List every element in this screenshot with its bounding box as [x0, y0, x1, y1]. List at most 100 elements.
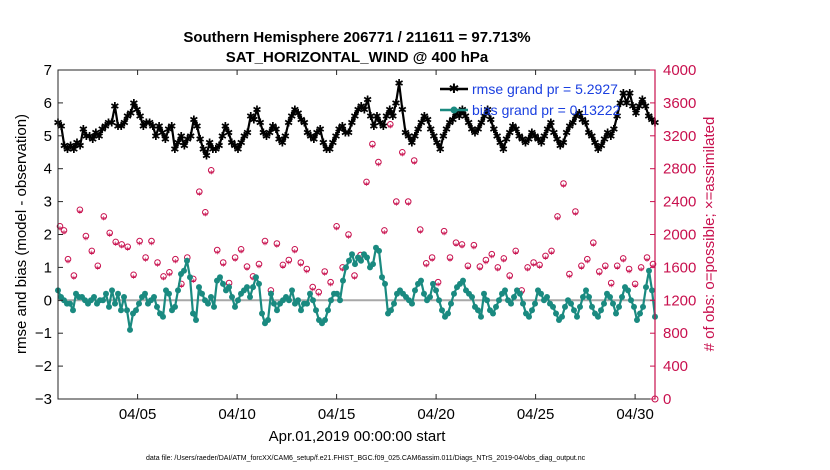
obs-possible-point — [118, 241, 125, 248]
rmse-point: ✱ — [407, 136, 416, 149]
rmse-point: ✱ — [499, 143, 508, 156]
bias-point — [529, 307, 535, 314]
rmse-point: ✱ — [341, 127, 350, 140]
rmse-point: ✱ — [496, 136, 505, 149]
obs-possible-point — [542, 252, 549, 260]
obs-possible-point — [590, 239, 597, 246]
bias-point — [391, 300, 397, 307]
rmse-point: ✱ — [619, 87, 628, 100]
obs-possible-point — [279, 261, 287, 269]
left-y-tick-label: 0 — [44, 292, 52, 309]
obs-assimilated-point: * — [316, 291, 321, 302]
rmse-point: ✱ — [252, 104, 261, 117]
obs-assimilated-point: * — [245, 265, 250, 276]
obs-assimilated-point: * — [77, 209, 82, 220]
obs-possible-point — [202, 209, 209, 216]
bias-point — [637, 310, 643, 317]
bias-point — [268, 290, 274, 297]
obs-assimilated-point: * — [501, 257, 506, 268]
obs-possible-point — [524, 264, 531, 271]
bias-point — [358, 257, 364, 264]
obs-assimilated-point: * — [340, 266, 345, 277]
obs-assimilated-point: * — [507, 274, 512, 285]
obs-assimilated-point: * — [101, 215, 106, 226]
rmse-point: ✱ — [587, 130, 596, 143]
obs-assimilated-point: * — [292, 248, 297, 259]
rmse-point: ✱ — [518, 133, 527, 146]
bias-point — [343, 264, 349, 271]
obs-possible-point — [619, 255, 627, 262]
obs-possible-point — [500, 255, 508, 262]
rmse-point: ✱ — [211, 143, 220, 156]
obs-possible-point — [207, 167, 215, 174]
rmse-point: ✱ — [240, 130, 249, 143]
obs-possible-point — [488, 250, 496, 258]
rmse-point: ✱ — [309, 133, 318, 146]
rmse-point: ✱ — [559, 136, 568, 149]
rmse-point: ✱ — [625, 87, 634, 100]
rmse-point: ✱ — [413, 123, 422, 136]
bias-point — [184, 257, 190, 264]
bias-point — [244, 284, 250, 291]
bias-point — [304, 300, 310, 307]
rmse-point: ✱ — [391, 97, 400, 110]
obs-assimilated-point: * — [531, 261, 536, 272]
rmse-series-layer: ✱✱✱✱✱✱✱✱✱✱✱✱✱✱✱✱✱✱✱✱✱✱✱✱✱✱✱✱✱✱✱✱✱✱✱✱✱✱✱✱… — [53, 77, 659, 162]
rmse-point: ✱ — [186, 130, 195, 143]
obs-possible-point — [625, 265, 633, 273]
bias-point — [589, 303, 595, 310]
rmse-point: ✱ — [243, 127, 252, 140]
bias-point — [544, 294, 550, 300]
bias-point — [643, 284, 649, 291]
bias-point — [379, 274, 385, 281]
left-y-tick-label: 1 — [44, 259, 52, 276]
obs-possible-point — [351, 272, 358, 279]
obs-assimilated-point: * — [591, 242, 596, 253]
rmse-point: ✱ — [94, 130, 103, 143]
rmse-point: ✱ — [369, 120, 378, 133]
obs-assimilated-point: * — [442, 230, 447, 241]
bias-point — [109, 287, 115, 294]
right-y-tick-label: 2000 — [663, 227, 696, 244]
obs-assimilated-point: * — [424, 262, 429, 273]
rmse-point: ✱ — [142, 117, 151, 130]
bias-point — [256, 280, 262, 287]
bias-point — [235, 297, 241, 304]
rmse-point: ✱ — [429, 130, 438, 143]
obs-possible-point — [536, 261, 543, 269]
obs-possible-point — [273, 240, 281, 247]
obs-assimilated-point: * — [477, 265, 482, 276]
rmse-point: ✱ — [382, 110, 391, 123]
rmse-point: ✱ — [88, 133, 97, 146]
rmse-point: ✱ — [265, 127, 274, 140]
obs-assimilated-point: * — [406, 200, 411, 211]
obs-possible-point — [637, 264, 645, 271]
bias-point — [553, 310, 559, 317]
obs-assimilated-point: * — [400, 151, 405, 162]
obs-assimilated-point: * — [251, 275, 256, 286]
obs-possible-point — [231, 254, 239, 261]
rmse-point: ✱ — [259, 127, 268, 140]
rmse-point: ✱ — [85, 130, 94, 143]
obs-possible-point — [512, 247, 520, 255]
bias-point — [151, 294, 157, 300]
rmse-point: ✱ — [104, 117, 113, 130]
bias-point — [193, 317, 199, 323]
obs-possible-point — [88, 247, 96, 255]
bias-point — [232, 303, 238, 310]
obs-possible-point — [309, 283, 317, 291]
rmse-point: ✱ — [489, 123, 498, 136]
rmse-point: ✱ — [164, 123, 173, 136]
obs-assimilated-point: * — [388, 123, 393, 134]
bias-point — [538, 290, 544, 297]
obs-possible-point — [112, 238, 119, 246]
obs-possible-point — [160, 273, 167, 280]
rmse-point: ✱ — [126, 107, 135, 120]
chart-title-line2: SAT_HORIZONTAL_WIND @ 400 hPa — [226, 49, 489, 66]
right-y-tick-label: 1200 — [663, 292, 696, 309]
obs-assimilated-point: * — [364, 181, 369, 192]
bias-point — [328, 297, 334, 304]
obs-assimilated-point: * — [328, 281, 333, 292]
obs-possible-point — [602, 262, 609, 270]
rmse-point: ✱ — [439, 130, 448, 143]
